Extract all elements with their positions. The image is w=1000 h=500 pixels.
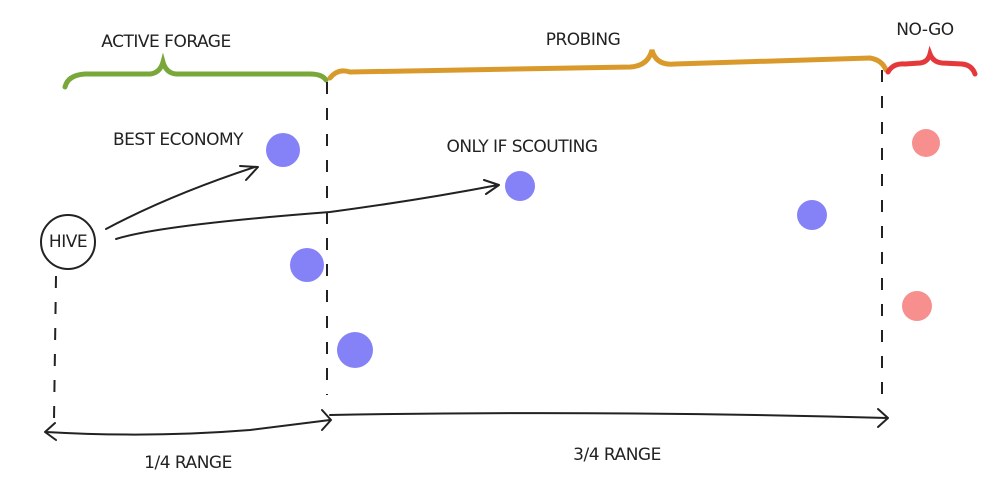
zone-brace [885,45,978,77]
dot [337,332,373,368]
annotation: ONLY IF SCOUTING [446,137,597,157]
zone-label: NO-GO [896,20,954,40]
hive-label: HIVE [49,232,87,252]
dot [797,200,827,230]
dot [902,291,932,321]
zone-label: ACTIVE FORAGE [101,32,230,52]
zone-label: PROBING [546,30,621,50]
annotation: BEST ECONOMY [113,130,244,150]
dot [266,133,300,167]
range-label: 1/4 RANGE [144,453,232,473]
red-dots [902,129,940,321]
range-arrow [329,408,889,428]
range-arrow [44,409,332,441]
dot [290,248,324,282]
arrow [115,179,500,240]
range-label: 3/4 RANGE [573,445,661,465]
blue-dots [266,133,827,368]
zone-brace [62,52,329,90]
zone-brace [327,49,889,81]
hive-circle [40,214,96,270]
dot [505,171,535,201]
dot [912,129,940,157]
boundary [53,275,57,421]
arrow [105,165,259,230]
